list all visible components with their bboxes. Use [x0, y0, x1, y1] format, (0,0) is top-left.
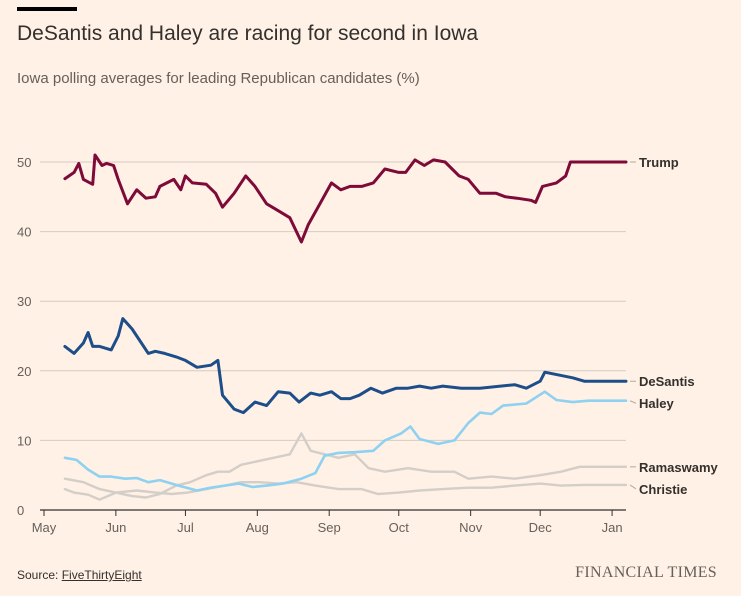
x-tick-label: Jun — [105, 520, 126, 535]
series-label-connector — [629, 400, 637, 404]
series-line-desantis — [63, 317, 628, 415]
x-axis: May Jun Jul Aug Sep Oct Nov Dec Jan — [32, 510, 623, 535]
series-label-connector — [629, 484, 637, 490]
series-line-ramaswamy — [63, 432, 628, 501]
x-tick-label: Dec — [529, 520, 553, 535]
series-label-desantis: DeSantis — [639, 374, 695, 389]
ft-logo: FINANCIAL TIMES — [575, 564, 717, 581]
series-label-trump: Trump — [639, 155, 679, 170]
x-tick-label: Nov — [459, 520, 483, 535]
series-line-trump — [63, 153, 628, 244]
series-label-haley: Haley — [639, 396, 674, 411]
series-lines — [63, 153, 628, 501]
source-note: Source: FiveThirtyEight — [17, 568, 142, 582]
series-label-ramaswamy: Ramaswamy — [639, 460, 719, 475]
chart-subtitle: Iowa polling averages for leading Republ… — [17, 70, 420, 87]
x-tick-label: May — [32, 520, 57, 535]
brand-accent-bar — [17, 7, 77, 11]
chart-title: DeSantis and Haley are racing for second… — [17, 22, 479, 45]
x-tick-label: Sep — [318, 520, 341, 535]
x-tick-label: Jan — [602, 520, 623, 535]
y-tick-label: 0 — [17, 503, 24, 518]
series-label-christie: Christie — [639, 482, 687, 497]
y-tick-label: 40 — [17, 225, 31, 240]
series-line-christie — [63, 477, 628, 496]
source-prefix: Source: — [17, 568, 62, 582]
x-tick-label: Jul — [177, 520, 194, 535]
y-tick-label: 20 — [17, 364, 31, 379]
x-tick-label: Oct — [389, 520, 410, 535]
series-line-haley — [63, 390, 628, 492]
y-tick-label: 10 — [17, 433, 31, 448]
gridlines — [40, 161, 626, 511]
y-tick-label: 50 — [17, 155, 31, 170]
series-labels: Trump DeSantis Haley Ramaswamy Christie — [629, 155, 719, 497]
y-tick-label: 30 — [17, 294, 31, 309]
source-link[interactable]: FiveThirtyEight — [61, 568, 142, 582]
y-axis-ticks: 0 10 20 30 40 50 — [17, 155, 31, 518]
x-tick-label: Aug — [246, 520, 269, 535]
